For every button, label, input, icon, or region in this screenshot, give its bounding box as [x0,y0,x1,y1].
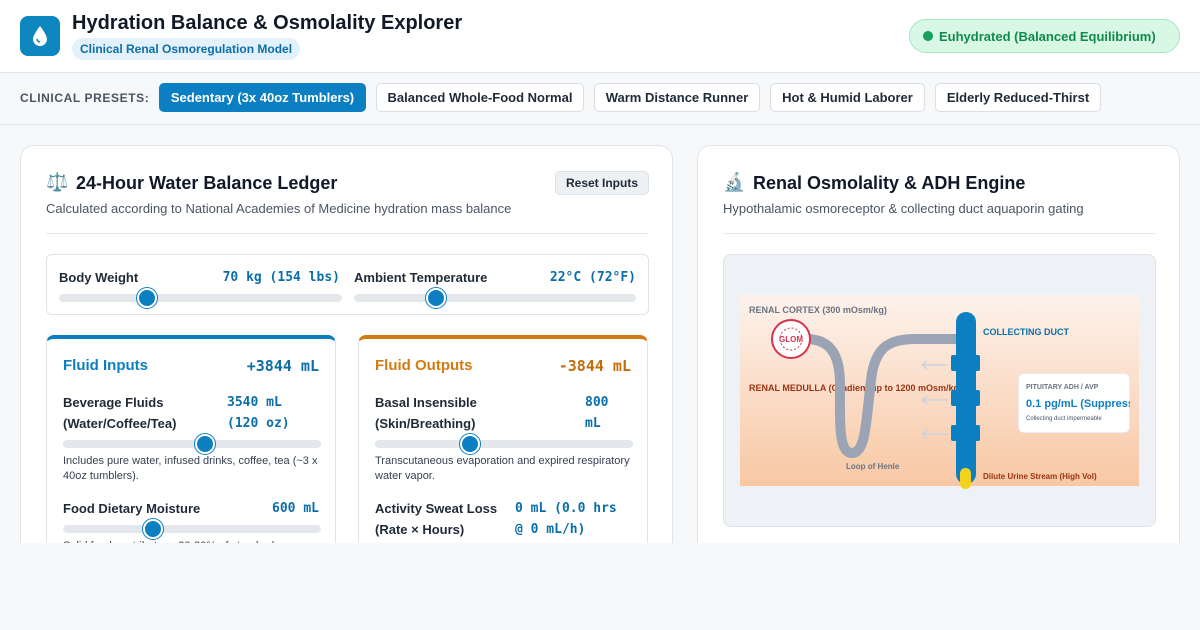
blocked-water-arrows [920,360,948,439]
renal-subtitle: Hypothalamic osmoreceptor & collecting d… [723,201,1084,216]
sweat-value-line2: @ 0 mL/h) [515,522,586,537]
fluid-outputs-total: -3844 mL [558,357,631,375]
adh-value: 0.1 pg/mL (Suppressed) [1026,398,1151,410]
basal-slider[interactable] [375,434,633,454]
collecting-duct-label: COLLECTING DUCT [983,327,1069,337]
basal-description: Transcutaneous evaporation and expired r… [375,455,630,482]
basal-slider-thumb[interactable] [460,434,481,454]
ambient-temp-value: 22°C (72°F) [549,270,636,285]
presets-bar: CLINICAL PRESETS: Sedentary (3x 40oz Tum… [0,73,1200,125]
food-moisture-slider[interactable] [63,519,321,539]
basal-value: 800 [585,395,609,410]
model-badge: Clinical Renal Osmoregulation Model [72,38,301,60]
divider [46,233,649,234]
ambient-temp-slider[interactable] [354,288,636,308]
aquaporin-channel [951,390,980,406]
preset-balanced-button[interactable]: Balanced Whole-Food Normal [376,83,584,112]
medulla-label: RENAL MEDULLA (Gradient up to 1200 mOsm/… [749,383,962,393]
food-moisture-value: 600 mL [272,501,319,516]
glomerulus-icon [771,319,811,359]
nephron-diagram: RENAL CORTEX (300 mOsm/kg) RENAL MEDULLA… [740,295,1151,489]
preset-laborer-button[interactable]: Hot & Humid Laborer [770,83,925,112]
hydration-status-badge: Euhydrated (Balanced Equilibrium) [909,19,1180,53]
renal-title: Renal Osmolality & ADH Engine [753,173,1026,193]
food-moisture-slider-thumb[interactable] [143,519,164,539]
presets-label: CLINICAL PRESETS: [20,91,150,105]
sweat-value-line1: 0 mL (0.0 hrs [515,501,617,516]
ledger-title: 24-Hour Water Balance Ledger [76,173,338,193]
loop-of-henle-tube [801,334,965,459]
reset-inputs-button[interactable]: Reset Inputs [555,171,649,195]
beverage-label-line1: Beverage Fluids [63,395,164,410]
glom-label: GLOM [779,335,803,344]
urine-stream-label: Dilute Urine Stream (High Vol) [983,472,1097,481]
beverage-slider[interactable] [63,434,321,454]
microscope-icon: 🔬 [723,172,746,192]
adh-title: PITUITARY ADH / AVP [1026,384,1099,391]
beverage-description: Includes pure water, infused drinks, cof… [63,455,318,482]
app-title: Hydration Balance & Osmolality Explorer [72,12,463,34]
preset-elderly-button[interactable]: Elderly Reduced-Thirst [935,83,1101,112]
fluid-inputs-total: +3844 mL [246,357,319,375]
beverage-value-ml: 3540 mL [227,395,282,410]
aquaporin-channel [951,425,980,441]
fluid-inputs-title: Fluid Inputs [63,357,148,374]
basal-label-line2: (Skin/Breathing) [375,416,476,431]
water-drop-icon [20,16,60,56]
status-dot-icon [923,31,933,41]
body-weight-value: 70 kg (154 lbs) [222,270,340,285]
cortex-label: RENAL CORTEX (300 mOsm/kg) [749,305,887,315]
body-weight-label: Body Weight [59,270,139,285]
body-weight-slider[interactable] [59,288,342,308]
ambient-temp-slider-thumb[interactable] [425,288,446,308]
balance-scale-icon: ⚖️ [46,172,69,192]
aquaporin-channel [951,355,980,371]
renal-engine-panel: 🔬 Renal Osmolality & ADH Engine Hypothal… [697,145,1180,565]
preset-sedentary-button[interactable]: Sedentary (3x 40oz Tumblers) [159,83,366,112]
fluid-inputs-card: Fluid Inputs +3844 mL Beverage Fluids (W… [46,335,336,564]
preset-runner-button[interactable]: Warm Distance Runner [594,83,760,112]
environment-controls: Body Weight 70 kg (154 lbs) Ambient Temp… [46,254,649,315]
nephron-diagram-container: RENAL CORTEX (300 mOsm/kg) RENAL MEDULLA… [723,254,1156,527]
ledger-subtitle: Calculated according to National Academi… [46,201,512,216]
body-weight-slider-thumb[interactable] [136,288,157,308]
ambient-temp-label: Ambient Temperature [354,270,488,285]
basal-label-line1: Basal Insensible [375,395,477,410]
adh-note: Collecting duct impermeable [1026,416,1102,422]
beverage-slider-thumb[interactable] [194,434,215,454]
page-background [0,543,1200,630]
glomerulus-capillary-icon [779,327,803,351]
adh-readout-box: PITUITARY ADH / AVP 0.1 pg/mL (Suppresse… [1018,373,1151,433]
loop-of-henle-label: Loop of Henle [846,462,900,471]
status-text: Euhydrated (Balanced Equilibrium) [939,28,1156,44]
fluid-outputs-title: Fluid Outputs [375,357,473,374]
divider [723,233,1156,234]
basal-value-unit: mL [585,416,601,431]
beverage-value-oz: (120 oz) [227,416,290,431]
beverage-label-line2: (Water/Coffee/Tea) [63,416,177,431]
sweat-label-line2: (Rate × Hours) [375,522,465,537]
water-balance-ledger-panel: ⚖️ 24-Hour Water Balance Ledger Calculat… [20,145,673,565]
food-moisture-label: Food Dietary Moisture [63,501,201,516]
urine-stream-drop [960,468,971,489]
sweat-label-line1: Activity Sweat Loss [375,501,498,516]
fluid-outputs-card: Fluid Outputs -3844 mL Basal Insensible … [358,335,648,564]
app-header: Hydration Balance & Osmolality Explorer … [0,0,1200,73]
